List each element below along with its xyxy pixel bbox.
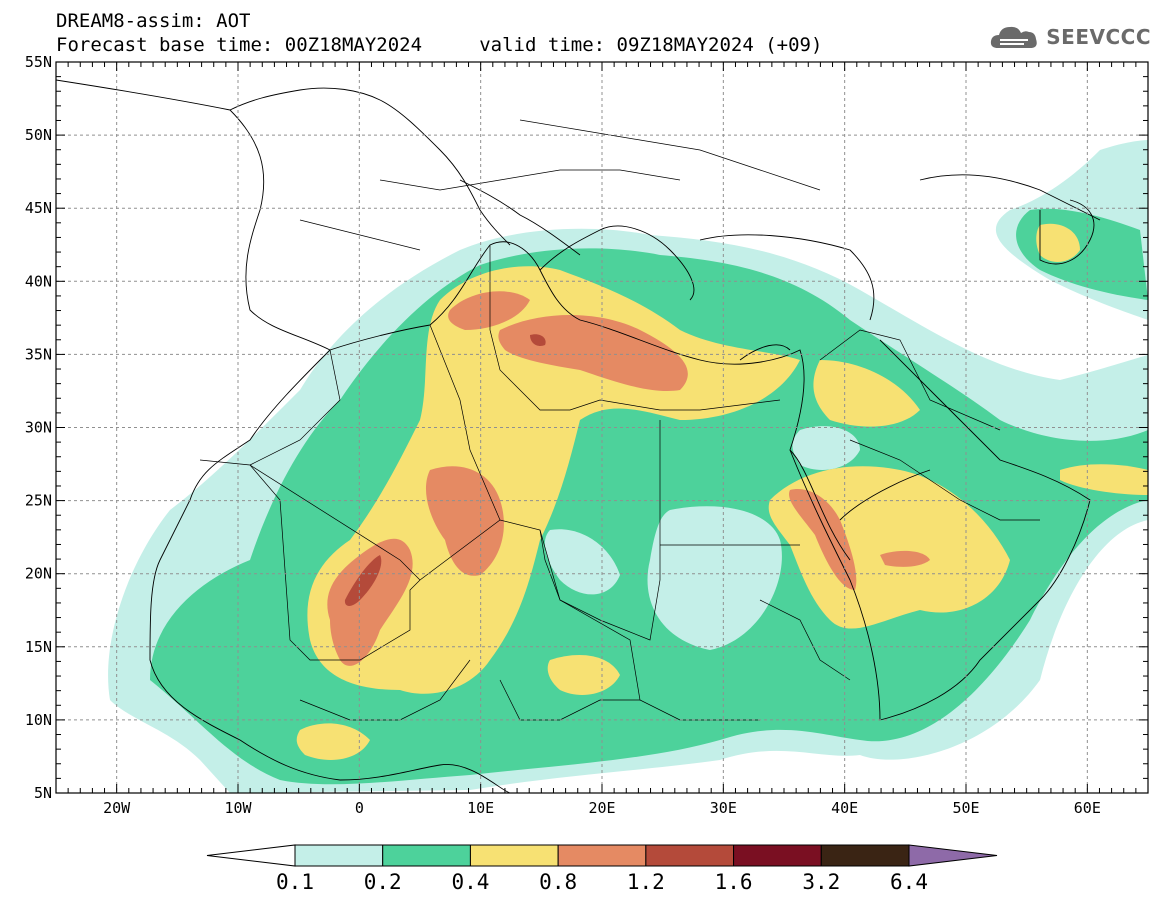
- colorbar-swatch: [382, 844, 471, 867]
- colorbar-label: 0.4: [451, 870, 490, 894]
- colorbar-swatch: [820, 844, 910, 867]
- borders: [199, 119, 1040, 721]
- lat-labels: 5N 10N 15N 20N 25N 30N 35N 40N 45N 50N 55N: [25, 53, 52, 802]
- lon-label: 40E: [831, 799, 858, 817]
- lat-label: 25N: [25, 492, 52, 510]
- colorbar-swatch: [294, 844, 384, 867]
- lat-label: 10N: [25, 711, 52, 729]
- lat-label: 50N: [25, 126, 52, 144]
- lon-label: 20W: [103, 799, 131, 817]
- lon-label: 60E: [1074, 799, 1101, 817]
- colorbar-label: 1.6: [714, 870, 753, 894]
- lat-label: 20N: [25, 565, 52, 583]
- colorbar-label: 0.2: [363, 870, 402, 894]
- colorbar-label: 6.4: [890, 870, 928, 894]
- graticule: [56, 62, 1148, 793]
- lat-label: 35N: [25, 345, 52, 363]
- logo: SEEVCCC: [988, 22, 1151, 52]
- lat-label: 55N: [25, 53, 52, 71]
- colorbar-swatch: [733, 844, 822, 867]
- lon-labels: 20W 10W 0 10E 20E 30E 40E 50E 60E: [103, 799, 1101, 817]
- lat-label: 45N: [25, 199, 52, 217]
- lat-label: 15N: [25, 638, 52, 656]
- cloud-icon: [991, 26, 1037, 48]
- aot-band-0.8: [327, 538, 413, 666]
- colorbar-label: 3.2: [802, 870, 841, 894]
- axis-ticks: [56, 61, 1149, 794]
- colorbar-over-arrow: [908, 844, 998, 867]
- lon-label: 30E: [710, 799, 737, 817]
- map-subtitle: Forecast base time: 00Z18MAY2024 valid t…: [56, 34, 823, 56]
- colorbar-swatch: [557, 844, 647, 867]
- lon-label: 50E: [952, 799, 979, 817]
- lon-label: 10E: [467, 799, 494, 817]
- coastlines: [56, 79, 1101, 793]
- logo-text: SEEVCCC: [1046, 25, 1151, 49]
- lon-label: 0: [355, 799, 364, 817]
- colorbar: [206, 844, 998, 867]
- aot-field: [108, 140, 1148, 793]
- map-title: DREAM8-assim: AOT: [56, 10, 251, 32]
- lat-label: 40N: [25, 272, 52, 290]
- colorbar-swatch: [469, 844, 559, 867]
- colorbar-label: 0.8: [539, 870, 578, 894]
- lon-label: 10W: [224, 799, 252, 817]
- lon-label: 20E: [588, 799, 615, 817]
- lat-label: 30N: [25, 419, 52, 437]
- colorbar-under-arrow: [206, 844, 296, 867]
- lat-label: 5N: [34, 784, 52, 802]
- colorbar-label: 1.2: [626, 870, 665, 894]
- colorbar-label: 0.1: [276, 870, 314, 894]
- colorbar-swatch: [645, 844, 735, 867]
- aot-band-1.2: [344, 555, 382, 606]
